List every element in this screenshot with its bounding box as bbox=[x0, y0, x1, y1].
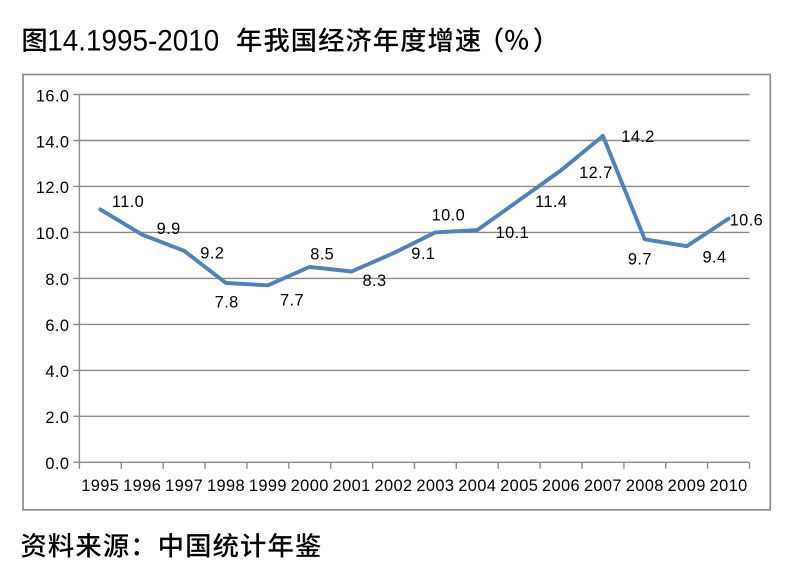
svg-text:10.1: 10.1 bbox=[496, 224, 530, 242]
svg-text:1998: 1998 bbox=[207, 477, 245, 495]
svg-text:14.1995-2010: 14.1995-2010 bbox=[47, 25, 219, 58]
svg-text:1997: 1997 bbox=[165, 477, 203, 495]
svg-text:16.0: 16.0 bbox=[36, 87, 70, 105]
svg-text:9.1: 9.1 bbox=[411, 245, 435, 263]
svg-text:2005: 2005 bbox=[500, 477, 538, 495]
svg-text:9.9: 9.9 bbox=[157, 220, 181, 238]
svg-text:0.0: 0.0 bbox=[45, 455, 69, 473]
svg-text:2003: 2003 bbox=[416, 477, 454, 495]
svg-text:2000: 2000 bbox=[291, 477, 329, 495]
svg-text:12.0: 12.0 bbox=[36, 179, 70, 197]
svg-text:9.2: 9.2 bbox=[200, 244, 224, 262]
svg-text:2009: 2009 bbox=[668, 477, 706, 495]
svg-text:2004: 2004 bbox=[458, 477, 496, 495]
svg-text:14.2: 14.2 bbox=[621, 128, 655, 146]
svg-text:8.5: 8.5 bbox=[310, 246, 334, 264]
svg-text:2008: 2008 bbox=[626, 477, 664, 495]
svg-text:2010: 2010 bbox=[710, 477, 748, 495]
svg-text:6.0: 6.0 bbox=[45, 317, 69, 335]
svg-text:11.0: 11.0 bbox=[112, 193, 144, 211]
svg-text:1999: 1999 bbox=[249, 477, 287, 495]
svg-text:10.0: 10.0 bbox=[36, 225, 70, 243]
svg-text:2007: 2007 bbox=[584, 477, 622, 495]
svg-text:14.0: 14.0 bbox=[36, 133, 70, 151]
svg-text:9.4: 9.4 bbox=[703, 249, 727, 267]
svg-text:2.0: 2.0 bbox=[45, 409, 69, 427]
svg-text:2001: 2001 bbox=[333, 477, 371, 495]
svg-text:10.0: 10.0 bbox=[432, 206, 466, 224]
svg-text:1996: 1996 bbox=[123, 477, 161, 495]
svg-text:2006: 2006 bbox=[542, 477, 580, 495]
svg-text:9.7: 9.7 bbox=[628, 250, 652, 268]
svg-text:11.4: 11.4 bbox=[535, 193, 567, 211]
svg-text:1995: 1995 bbox=[81, 477, 119, 495]
svg-text:8.3: 8.3 bbox=[363, 272, 387, 290]
svg-text:12.7: 12.7 bbox=[579, 164, 613, 182]
svg-text:7.8: 7.8 bbox=[215, 293, 239, 311]
svg-text:4.0: 4.0 bbox=[45, 363, 69, 381]
svg-text:10.6: 10.6 bbox=[730, 212, 764, 230]
svg-text:2002: 2002 bbox=[374, 477, 412, 495]
svg-text:8.0: 8.0 bbox=[45, 271, 69, 289]
svg-text:7.7: 7.7 bbox=[280, 292, 304, 310]
